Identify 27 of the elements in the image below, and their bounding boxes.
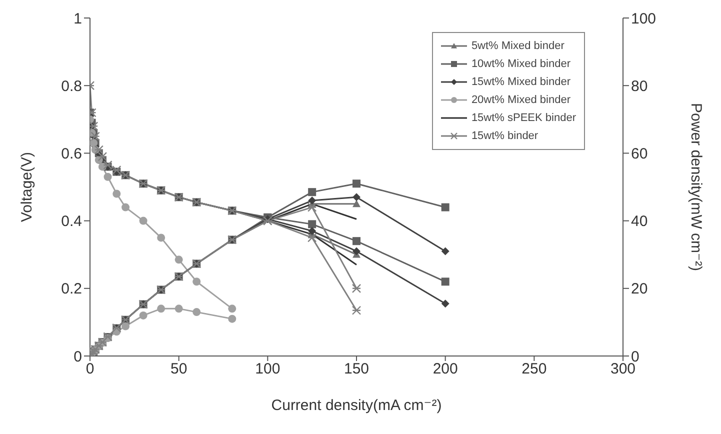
x-axis-title: Current density(mA cm⁻²) — [271, 397, 442, 414]
y2-tick-label: 20 — [631, 280, 648, 298]
x-tick-label: 300 — [610, 360, 636, 378]
legend-label: 20wt% Mixed binder — [471, 94, 570, 106]
legend-label: 15wt% sPEEK binder — [471, 112, 576, 124]
y2-tick-label: 100 — [631, 10, 656, 28]
legend-label: 5wt% Mixed binder — [471, 40, 564, 52]
y2-tick-label: 60 — [631, 146, 648, 163]
y2-axis-title: Power density(mW cm⁻²) — [688, 103, 705, 271]
y-tick-label: 0.8 — [61, 78, 82, 95]
y2-tick-label: 40 — [631, 213, 648, 230]
y-tick-label: 0.4 — [61, 213, 82, 230]
legend-label: 10wt% Mixed binder — [471, 58, 570, 70]
y-tick-label: 1 — [74, 10, 82, 28]
y-tick-label: 0.2 — [61, 280, 82, 298]
x-tick-label: 0 — [86, 360, 94, 378]
legend-label: 15wt% binder — [471, 130, 538, 142]
x-tick-label: 150 — [344, 360, 370, 378]
y-axis-title: Voltage(V) — [18, 152, 36, 222]
y-tick-label: 0.6 — [61, 146, 82, 163]
x-tick-label: 200 — [432, 360, 458, 378]
x-tick-label: 250 — [522, 360, 547, 378]
x-tick-label: 100 — [255, 360, 280, 378]
y2-tick-label: 80 — [631, 78, 648, 95]
legend-label: 15wt% Mixed binder — [471, 76, 570, 88]
x-tick-label: 50 — [170, 360, 188, 378]
y-tick-label: 0 — [74, 348, 82, 366]
